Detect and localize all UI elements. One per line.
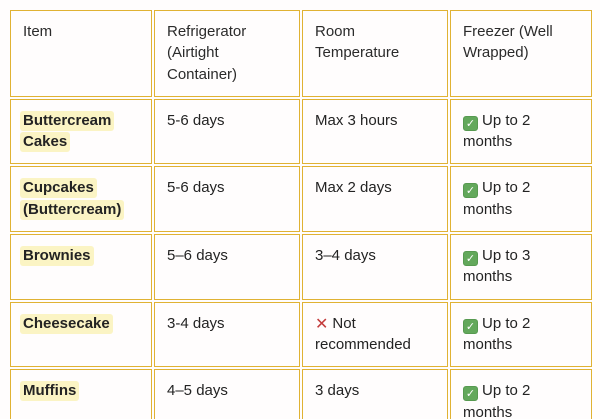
- room-temperature-cell: ✕ Not recommended: [302, 301, 448, 368]
- header-row: Item Refrigerator (Airtight Container) R…: [10, 10, 592, 97]
- column-header-refrigerator: Refrigerator (Airtight Container): [154, 10, 300, 97]
- table-body: Buttercream Cakes 5-6 days Max 3 hours ✓…: [10, 98, 592, 419]
- table-row: Brownies 5–6 days 3–4 days ✓ Up to 3 mont…: [10, 234, 592, 300]
- refrigerator-cell: 3-4 days: [154, 301, 300, 368]
- item-cell: Muffins: [10, 369, 152, 419]
- room-temperature-cell: Max 2 days: [302, 166, 448, 233]
- table-row: Cheesecake 3-4 days ✕ Not recommended ✓ Up…: [10, 301, 592, 368]
- freezer-value: Up to 2 months: [463, 179, 531, 218]
- freezer-value: Up to 3 months: [463, 247, 531, 286]
- freezer-value: Up to 2 months: [463, 382, 531, 419]
- column-header-item: Item: [10, 10, 152, 97]
- room-temperature-cell: Max 3 hours: [302, 98, 448, 165]
- item-cell: Cheesecake: [10, 301, 152, 368]
- item-label: Cupcakes (Buttercream): [20, 178, 125, 220]
- check-icon: ✓: [463, 115, 478, 131]
- room-temperature-value: 3 days: [315, 382, 360, 400]
- item-cell: Cupcakes (Buttercream): [10, 166, 152, 233]
- item-label: Brownies: [20, 246, 94, 267]
- room-temperature-value: 3–4 days: [315, 247, 376, 265]
- freezer-value: Up to 2 months: [463, 314, 531, 353]
- refrigerator-cell: 4–5 days: [154, 369, 300, 419]
- refrigerator-cell: 5–6 days: [154, 234, 300, 300]
- room-temperature-value: Not recommended: [315, 314, 411, 353]
- freezer-value: Up to 2 months: [463, 111, 531, 151]
- column-header-freezer: Freezer (Well Wrapped): [450, 10, 592, 97]
- room-temperature-value: Max 3 hours: [315, 111, 398, 129]
- freezer-cell: ✓ Up to 2 months: [450, 98, 592, 165]
- item-label: Buttercream Cakes: [20, 110, 115, 153]
- table-row: Buttercream Cakes 5-6 days Max 3 hours ✓…: [10, 98, 592, 165]
- refrigerator-cell: 5-6 days: [154, 98, 300, 165]
- freezer-cell: ✓ Up to 2 months: [450, 369, 592, 419]
- refrigerator-cell: 5-6 days: [154, 166, 300, 233]
- table-row: Muffins 4–5 days 3 days ✓ Up to 2 months: [10, 369, 592, 419]
- freezer-cell: ✓ Up to 3 months: [450, 234, 592, 300]
- table-header: Item Refrigerator (Airtight Container) R…: [10, 10, 592, 97]
- room-temperature-value: Max 2 days: [315, 179, 392, 197]
- item-cell: Brownies: [10, 234, 152, 300]
- item-label: Cheesecake: [20, 313, 113, 334]
- item-cell: Buttercream Cakes: [10, 98, 152, 165]
- freezer-cell: ✓ Up to 2 months: [450, 166, 592, 233]
- table-row: Cupcakes (Buttercream) 5-6 days Max 2 da…: [10, 166, 592, 233]
- freezer-cell: ✓ Up to 2 months: [450, 301, 592, 368]
- column-header-room-temperature: Room Temperature: [302, 10, 448, 97]
- check-icon: ✓: [463, 318, 478, 334]
- storage-table: Item Refrigerator (Airtight Container) R…: [8, 8, 594, 419]
- check-icon: ✓: [463, 386, 478, 402]
- cross-icon: ✕: [315, 315, 329, 333]
- room-temperature-cell: 3 days: [302, 369, 448, 419]
- room-temperature-cell: 3–4 days: [302, 234, 448, 300]
- item-label: Muffins: [20, 381, 80, 402]
- check-icon: ✓: [463, 183, 478, 199]
- check-icon: ✓: [463, 251, 478, 267]
